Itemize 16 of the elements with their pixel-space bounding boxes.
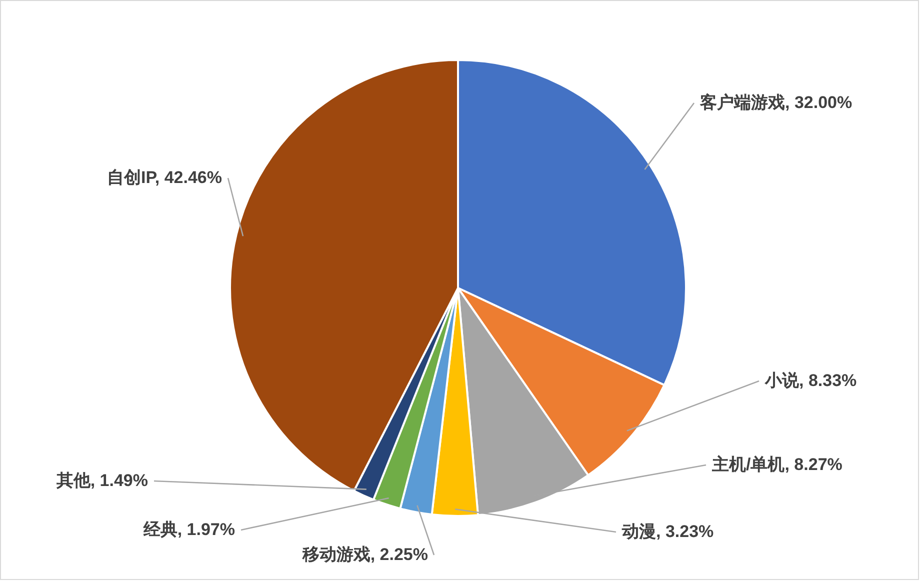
slice-label: 移动游戏	[301, 545, 370, 564]
data-label: , 32.00%	[785, 93, 852, 112]
slice-label: 其他	[55, 471, 92, 490]
data-label: , 8.33%	[799, 371, 857, 390]
slice-label: 小说	[764, 371, 800, 390]
data-label: , 2.25%	[370, 545, 428, 564]
data-label: , 1.49%	[90, 471, 148, 490]
slice-label: 客户端游戏	[699, 93, 785, 112]
slice-label: 自创IP	[107, 168, 157, 187]
slice-label: 经典	[142, 520, 178, 539]
slice-label: 主机/单机	[711, 455, 785, 474]
data-label: , 1.97%	[177, 520, 235, 539]
slice-label: 动漫	[621, 522, 656, 541]
data-label: , 3.23%	[656, 522, 714, 541]
data-label: , 42.46%	[154, 168, 222, 187]
data-label: , 8.27%	[784, 455, 842, 474]
